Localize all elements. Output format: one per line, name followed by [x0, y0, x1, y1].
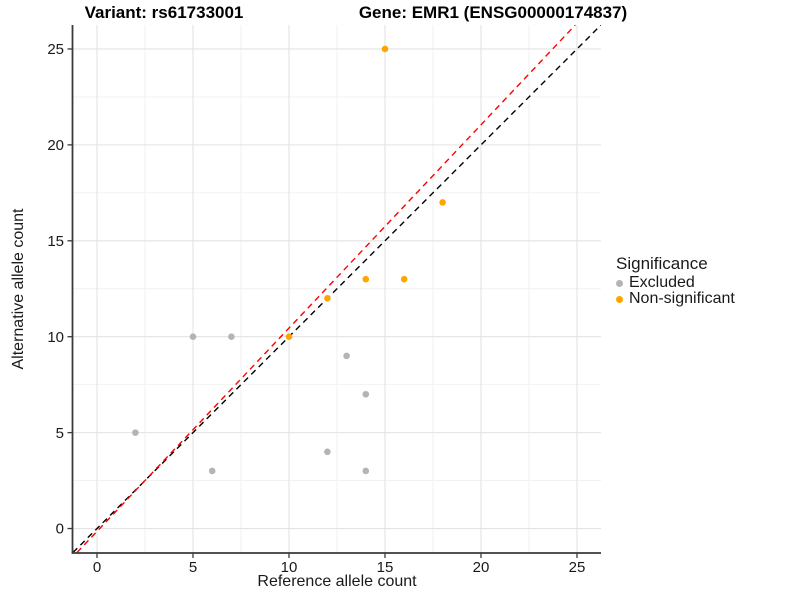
x-tick-label: 0	[93, 559, 101, 576]
fitted-line	[76, 25, 576, 553]
data-point-excluded	[362, 467, 370, 475]
x-tick-label: 10	[281, 559, 298, 576]
y-tick-label: 0	[56, 521, 64, 538]
x-tick-label: 15	[377, 559, 394, 576]
legend: Significance Excluded Non-significant	[616, 254, 735, 307]
x-tick-label: 5	[189, 559, 197, 576]
data-point-excluded	[228, 333, 235, 341]
data-point-excluded	[324, 448, 331, 456]
non-significant-point-icon	[616, 295, 623, 303]
x-tick-label: 25	[569, 559, 586, 576]
data-point-non-significant	[362, 275, 370, 283]
legend-item-label: Excluded	[629, 274, 695, 291]
y-tick-label: 10	[47, 329, 64, 346]
gene-title: Gene: EMR1 (ENSG00000174837)	[358, 3, 628, 22]
variant-title: Variant: rs61733001	[84, 3, 244, 22]
data-point-excluded	[189, 333, 197, 341]
y-tick-label: 20	[47, 137, 64, 154]
data-point-non-significant	[400, 275, 408, 283]
data-point-excluded	[208, 467, 216, 475]
data-point-excluded	[132, 429, 139, 436]
legend-item-non-significant: Non-significant	[616, 290, 735, 307]
data-point-excluded	[362, 390, 370, 398]
data-point-non-significant	[381, 45, 389, 53]
legend-title: Significance	[616, 254, 708, 273]
legend-item-label: Non-significant	[629, 290, 735, 307]
x-axis-label: Reference allele count	[257, 573, 417, 590]
y-axis-label: Alternative allele count	[10, 208, 27, 370]
data-point-non-significant	[324, 295, 331, 302]
excluded-point-icon	[616, 279, 623, 287]
y-tick-label: 5	[56, 425, 64, 442]
identity-line	[73, 25, 601, 553]
y-tick-label: 15	[47, 233, 64, 250]
data-point-non-significant	[439, 199, 446, 206]
data-point-excluded	[343, 352, 350, 360]
data-point-non-significant	[285, 333, 293, 341]
y-tick-label: 25	[47, 41, 64, 58]
x-tick-label: 20	[473, 559, 490, 576]
legend-item-excluded: Excluded	[616, 274, 735, 291]
